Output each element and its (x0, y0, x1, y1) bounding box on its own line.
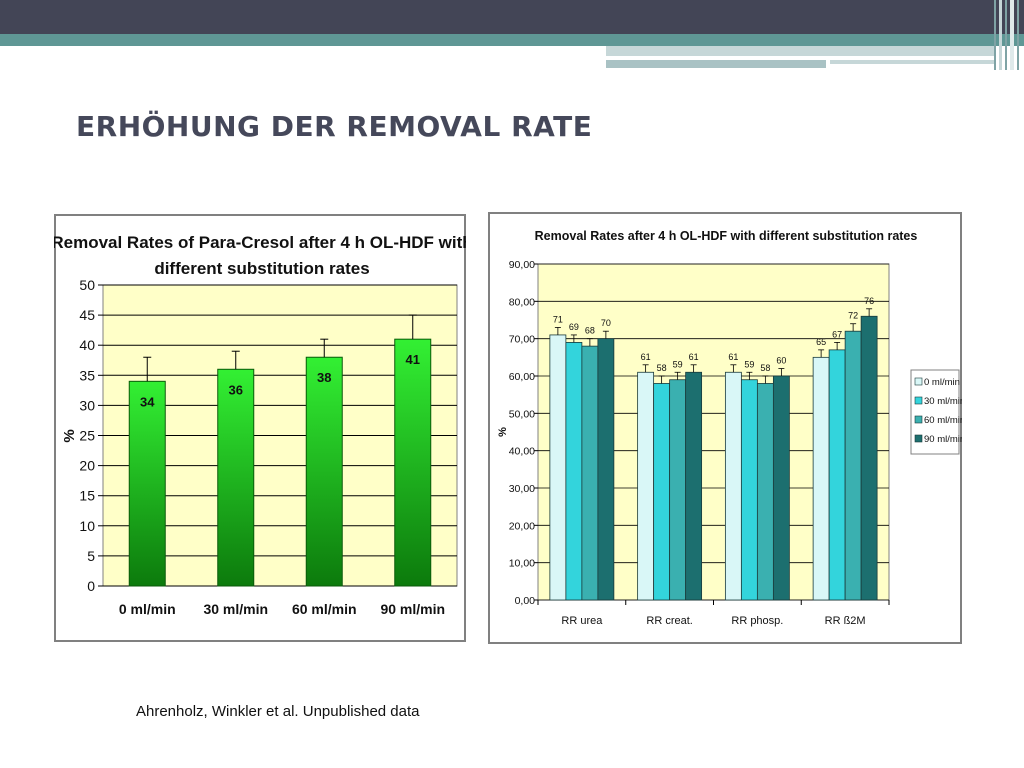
chart1-y-tick-label: 5 (87, 548, 95, 564)
chart2-y-tick-label: 10,00 (509, 558, 535, 570)
chart1-bar (394, 338, 432, 587)
chart1-bar (305, 356, 343, 587)
chart2-y-tick-label: 70,00 (509, 334, 535, 346)
chart2-legend-swatch (914, 434, 923, 443)
chart1-data-label: 38 (317, 370, 331, 385)
header-decor-line (606, 60, 826, 68)
chart2-data-label: 69 (569, 322, 579, 332)
header-decor-line (830, 60, 994, 64)
chart2-data-label: 72 (848, 311, 858, 321)
chart1-y-tick-label: 45 (79, 307, 95, 323)
chart2-bar (828, 349, 846, 601)
chart2-data-label: 58 (760, 363, 770, 373)
chart2-y-tick-label: 50,00 (509, 408, 535, 420)
chart2-data-label: 60 (776, 356, 786, 366)
header-bar (0, 0, 1024, 34)
chart1-x-tick-label: 0 ml/min (119, 601, 176, 617)
chart2-y-tick-label: 60,00 (509, 371, 535, 383)
chart2-legend-label: 90 ml/min (924, 434, 962, 445)
chart1-data-label: 36 (229, 382, 243, 397)
chart2-bar (772, 375, 790, 601)
chart2-legend-label: 0 ml/min (924, 377, 960, 388)
chart2-data-label: 68 (585, 326, 595, 336)
chart1-y-tick-label: 30 (79, 397, 95, 413)
chart1-x-tick-label: 60 ml/min (292, 601, 357, 617)
chart2-legend-swatch (914, 396, 923, 405)
chart1-y-tick-label: 15 (79, 488, 95, 504)
chart2-x-tick-label: RR phosp. (731, 615, 783, 627)
chart2-bar (844, 330, 862, 601)
chart2-y-axis-label: % (497, 427, 509, 437)
chart2-data-label: 59 (673, 359, 683, 369)
chart1-x-tick-label: 90 ml/min (380, 601, 445, 617)
chart2-bar (565, 341, 583, 601)
chart1-data-label: 41 (406, 352, 420, 367)
chart2-y-tick-label: 30,00 (509, 483, 535, 495)
chart2-bar (860, 315, 878, 601)
chart2-data-label: 61 (728, 352, 738, 362)
header-decor-line (606, 46, 994, 56)
chart1-bar (217, 368, 255, 587)
chart2-bar (669, 379, 687, 601)
chart2-y-tick-label: 90,00 (509, 259, 535, 271)
chart2-legend-swatch (914, 415, 923, 424)
chart2-bar (812, 356, 830, 601)
chart2-data-label: 59 (744, 359, 754, 369)
removal-rates-chart: Removal Rates after 4 h OL-HDF with diff… (488, 212, 962, 644)
chart2-bar (549, 334, 567, 601)
chart1-y-tick-label: 40 (79, 337, 95, 353)
chart1-y-tick-label: 50 (79, 277, 95, 293)
chart2-data-label: 67 (832, 329, 842, 339)
chart1-data-label: 34 (140, 394, 155, 409)
chart2-x-tick-label: RR creat. (646, 615, 692, 627)
chart2-legend-swatch (914, 377, 923, 386)
chart2-data-label: 76 (864, 296, 874, 306)
chart1-y-tick-label: 25 (79, 428, 95, 444)
chart1-x-tick-label: 30 ml/min (203, 601, 268, 617)
chart2-bar (597, 338, 615, 601)
chart2-bar (685, 371, 703, 601)
header-accent-bar (0, 34, 1024, 46)
chart2-bar (756, 383, 774, 601)
chart2-y-tick-label: 40,00 (509, 446, 535, 458)
chart2-data-label: 61 (641, 352, 651, 362)
chart2-data-label: 65 (816, 337, 826, 347)
chart1-bar (128, 380, 166, 587)
chart2-data-label: 61 (689, 352, 699, 362)
chart2-bar (724, 371, 742, 601)
header-decor-stripes (994, 0, 1019, 70)
chart2-bar (740, 379, 758, 601)
chart2-bar (581, 345, 599, 601)
chart2-legend-label: 30 ml/min (924, 396, 962, 407)
chart2-x-tick-label: RR ß2M (825, 615, 866, 627)
chart1-y-tick-label: 10 (79, 518, 95, 534)
chart2-data-label: 70 (601, 318, 611, 328)
chart2-title: Removal Rates after 4 h OL-HDF with diff… (535, 229, 918, 243)
chart2-y-tick-label: 20,00 (509, 520, 535, 532)
chart2-y-tick-label: 0,00 (515, 595, 536, 607)
chart2-y-tick-label: 80,00 (509, 296, 535, 308)
chart1-y-tick-label: 0 (87, 578, 95, 594)
page-title: ERHÖHUNG DER REMOVAL RATE (76, 110, 593, 143)
chart1-title: different substitution rates (154, 259, 369, 278)
chart2-x-tick-label: RR urea (561, 615, 603, 627)
chart1-y-tick-label: 35 (79, 367, 95, 383)
source-note: Ahrenholz, Winkler et al. Unpublished da… (136, 703, 420, 720)
chart1-y-tick-label: 20 (79, 458, 95, 474)
chart1-y-axis-label: % (61, 429, 78, 442)
chart2-data-label: 58 (657, 363, 667, 373)
chart2-data-label: 71 (553, 314, 563, 324)
chart2-bar (653, 383, 671, 601)
chart1-title: Removal Rates of Para-Cresol after 4 h O… (54, 233, 466, 252)
chart2-bar (637, 371, 655, 601)
para-cresol-chart: Removal Rates of Para-Cresol after 4 h O… (54, 214, 466, 642)
chart2-legend-label: 60 ml/min (924, 415, 962, 426)
